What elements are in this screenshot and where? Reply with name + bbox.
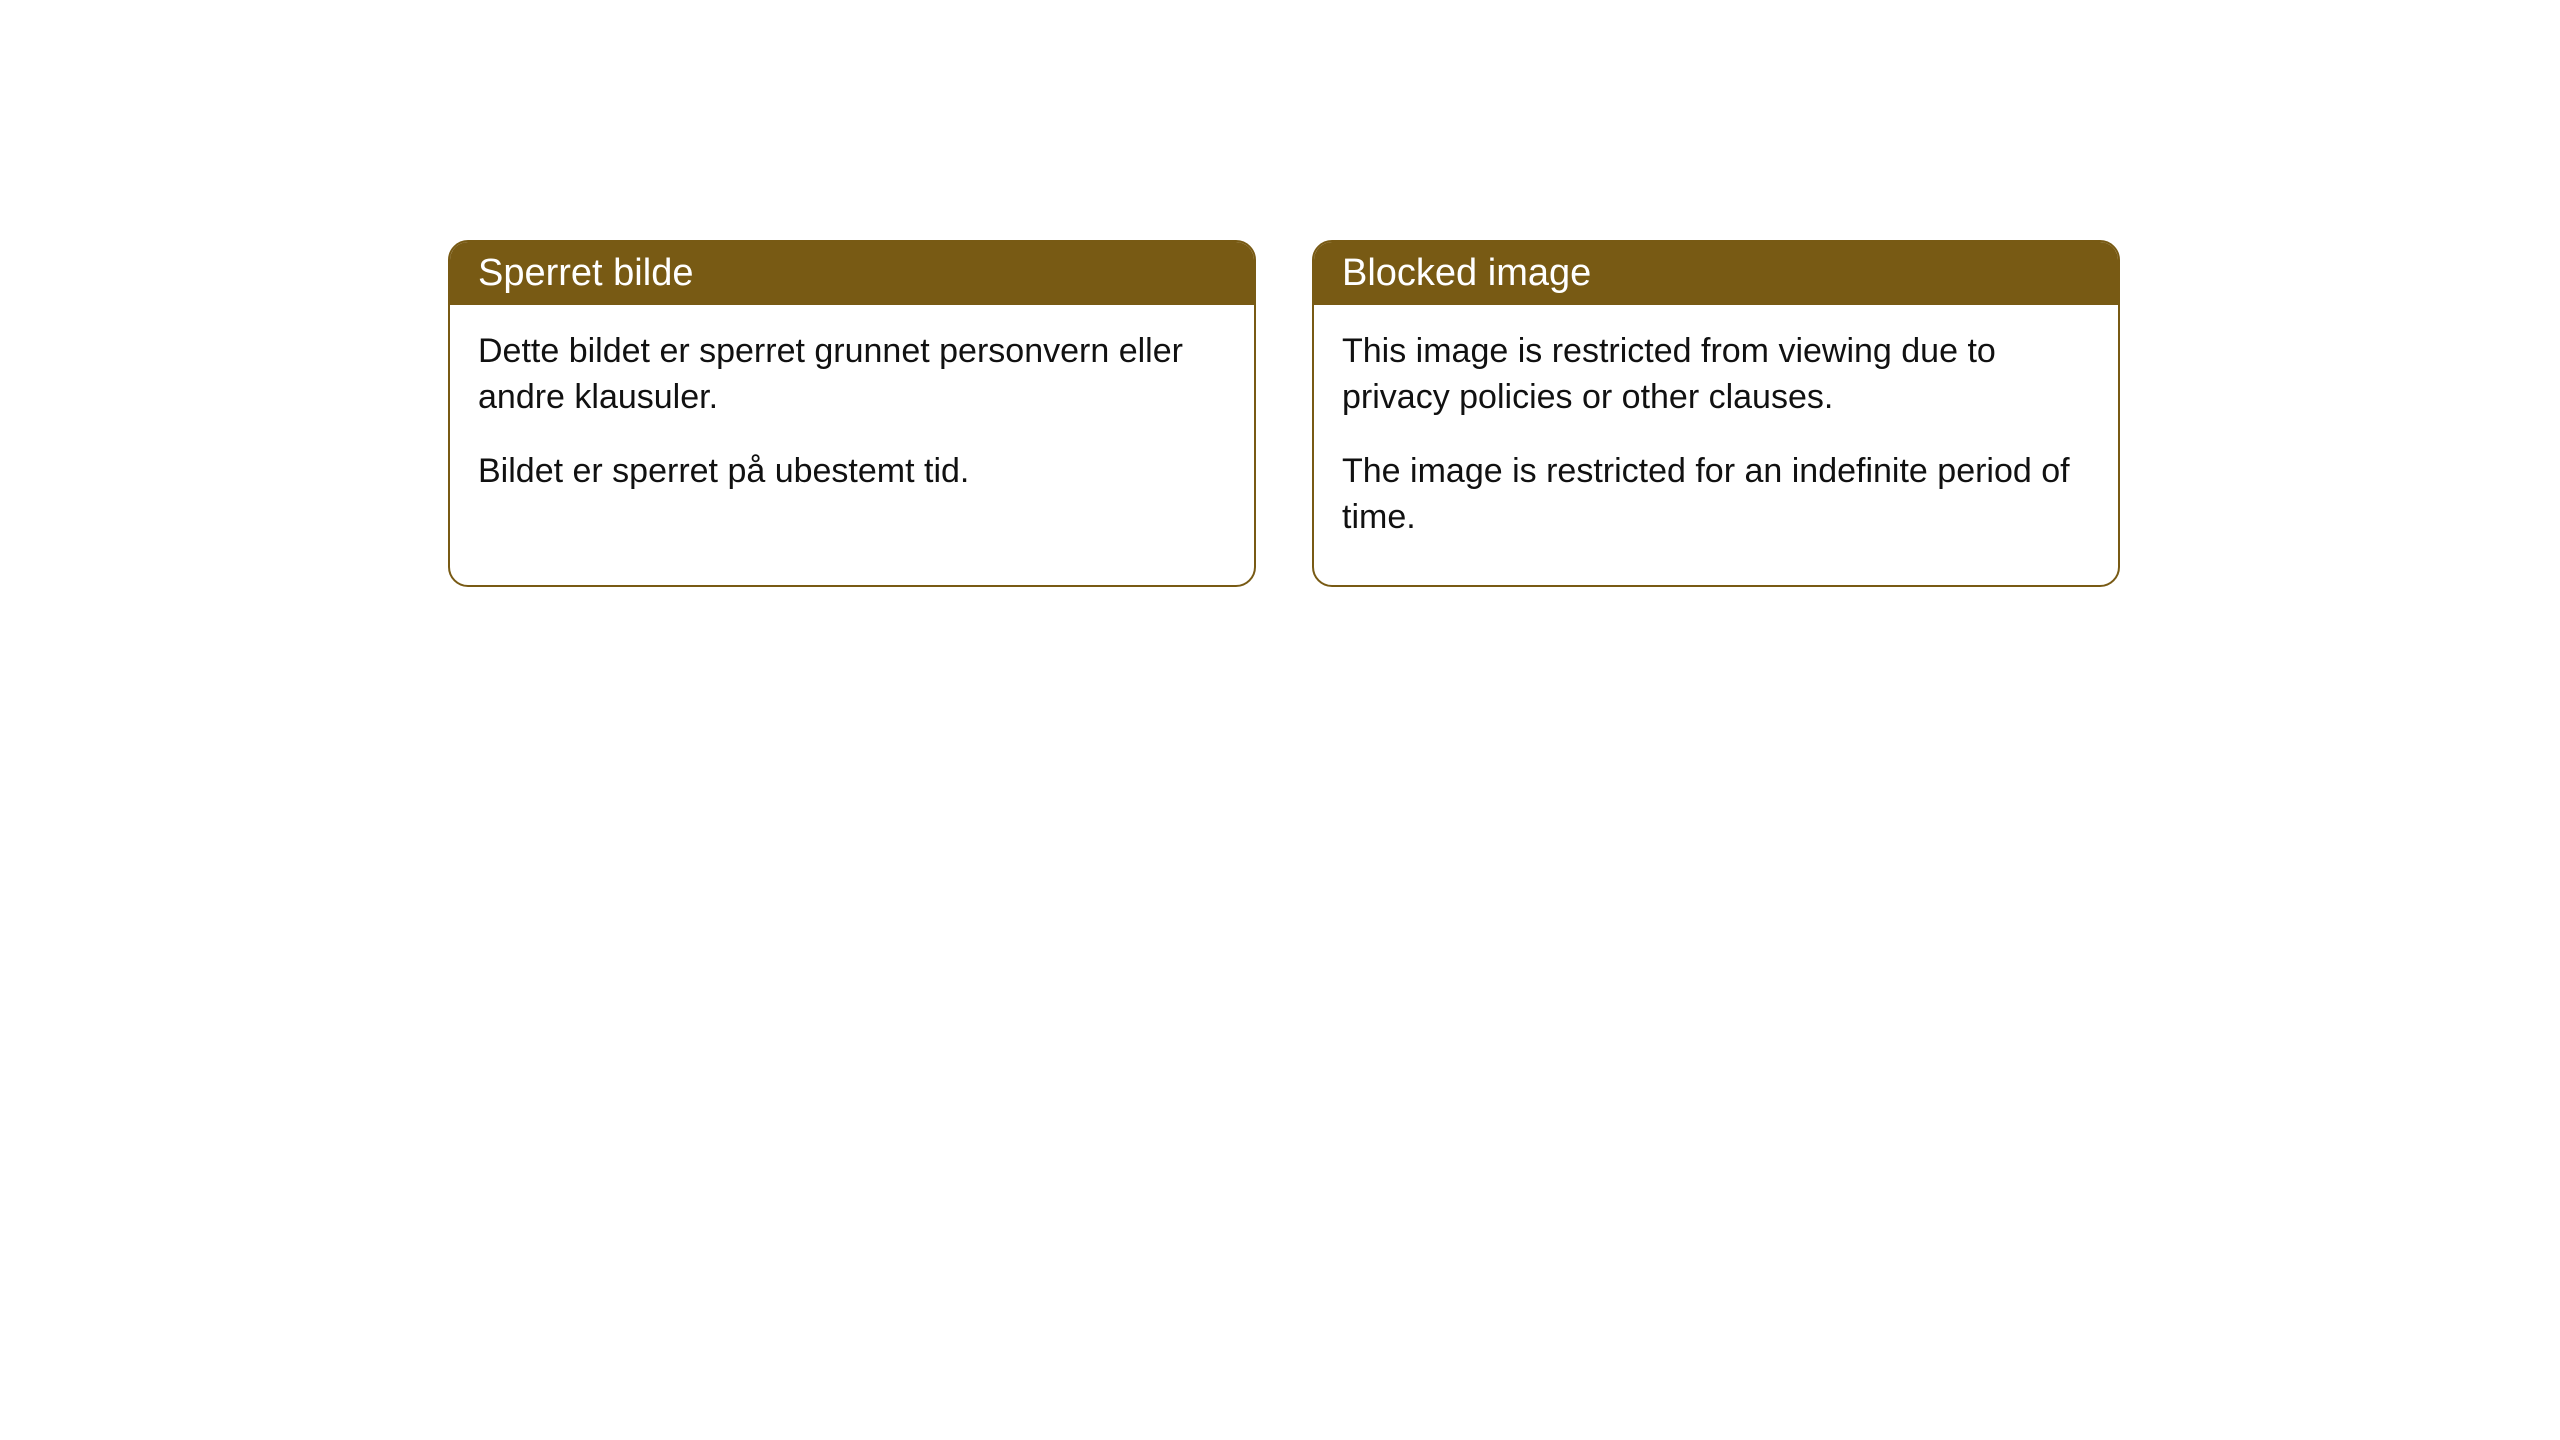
card-paragraph: The image is restricted for an indefinit… xyxy=(1342,449,2090,541)
card-paragraph: Bildet er sperret på ubestemt tid. xyxy=(478,449,1226,495)
card-paragraph: This image is restricted from viewing du… xyxy=(1342,329,2090,421)
card-body: Dette bildet er sperret grunnet personve… xyxy=(450,305,1254,539)
card-body: This image is restricted from viewing du… xyxy=(1314,305,2118,585)
card-title: Sperret bilde xyxy=(478,252,693,294)
card-paragraph: Dette bildet er sperret grunnet personve… xyxy=(478,329,1226,421)
blocked-image-card-no: Sperret bilde Dette bildet er sperret gr… xyxy=(448,240,1256,587)
blocked-image-card-en: Blocked image This image is restricted f… xyxy=(1312,240,2120,587)
card-title: Blocked image xyxy=(1342,252,1591,294)
cards-container: Sperret bilde Dette bildet er sperret gr… xyxy=(0,0,2560,587)
card-header: Sperret bilde xyxy=(450,242,1254,305)
card-header: Blocked image xyxy=(1314,242,2118,305)
